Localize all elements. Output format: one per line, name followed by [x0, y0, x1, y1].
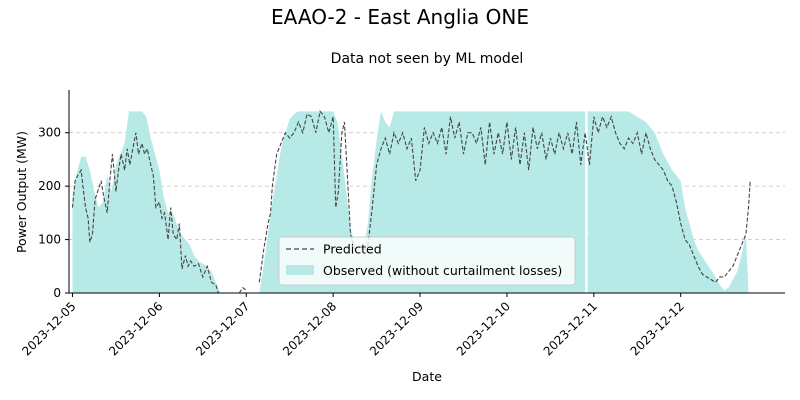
chart-subtitle: Data not seen by ML model [331, 51, 524, 67]
legend: Predicted Observed (without curtailment … [278, 236, 576, 286]
x-tick-label: 2023-12-07 [193, 299, 252, 358]
y-ticks: 0 100 200 300 [38, 126, 69, 300]
legend-observed-label: Observed (without curtailment losses) [323, 263, 562, 278]
plot-series [71, 110, 751, 294]
y-tick-label: 300 [38, 126, 61, 140]
x-tick-label: 2023-12-10 [454, 299, 513, 358]
x-tick-label: 2023-12-05 [19, 299, 78, 358]
y-tick-label: 200 [38, 179, 61, 193]
predicted-line [258, 110, 751, 284]
y-axis-label: Power Output (MW) [14, 131, 29, 253]
x-axis-label: Date [412, 369, 442, 384]
y-tick-label: 0 [53, 286, 61, 300]
axes [68, 90, 785, 294]
legend-box [278, 236, 576, 286]
chart-title: EAAO-2 - East Anglia ONE [271, 5, 529, 29]
x-ticks: 2023-12-05 2023-12-06 2023-12-07 2023-12-08… [19, 293, 687, 358]
predicted-line [71, 132, 219, 294]
legend-observed-swatch [286, 265, 314, 275]
legend-predicted-label: Predicted [323, 242, 382, 257]
x-tick-label: 2023-12-12 [628, 299, 687, 358]
x-tick-label: 2023-12-08 [280, 299, 339, 358]
x-tick-label: 2023-12-06 [106, 299, 165, 358]
x-tick-label: 2023-12-11 [541, 299, 600, 358]
x-tick-label: 2023-12-09 [367, 299, 426, 358]
predicted-line [238, 286, 247, 294]
y-tick-label: 100 [38, 233, 61, 247]
